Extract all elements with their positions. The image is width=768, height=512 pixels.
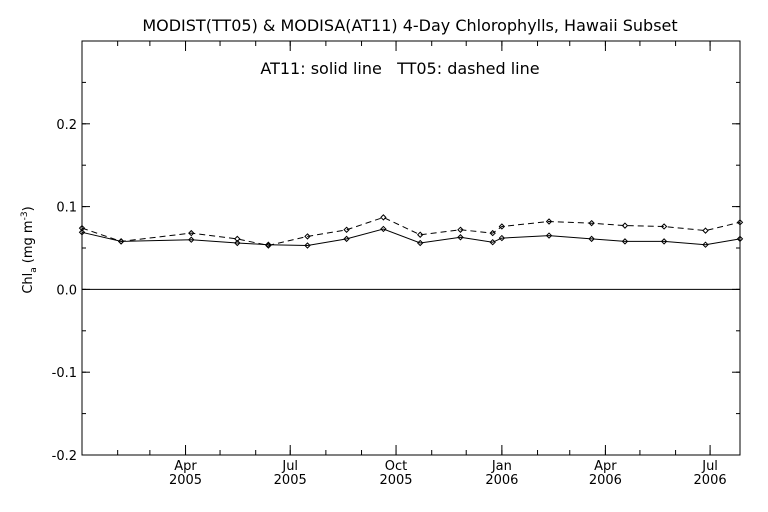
y-tick-label-1: -0.1 bbox=[52, 366, 77, 381]
chart-title: MODIST(TT05) & MODISA(AT11) 4-Day Chloro… bbox=[142, 16, 677, 35]
data-point-dashed-3 bbox=[234, 235, 241, 243]
y-axis-label-main: Chl bbox=[21, 273, 36, 294]
data-point-solid-15 bbox=[660, 238, 668, 245]
y-tick-label-2: 0.0 bbox=[56, 283, 77, 298]
y-axis-label: Chla (mg m-3) bbox=[20, 206, 39, 293]
y-tick-label-0: -0.2 bbox=[52, 449, 77, 464]
data-point-dashed-14 bbox=[621, 222, 629, 229]
x-tick-year-3: 2006 bbox=[485, 473, 518, 488]
y-axis-label-exp: -3 bbox=[20, 211, 30, 220]
data-point-dashed-10 bbox=[489, 229, 496, 237]
chart-annotation: AT11: solid line TT05: dashed line bbox=[260, 59, 539, 78]
data-point-dashed-2 bbox=[188, 229, 195, 237]
x-tick-year-2: 2005 bbox=[379, 473, 412, 488]
y-tick-label-4: 0.2 bbox=[56, 118, 77, 133]
data-point-solid-2 bbox=[188, 236, 195, 243]
data-point-dashed-9 bbox=[457, 226, 464, 233]
data-point-solid-4 bbox=[265, 241, 272, 248]
plot-frame bbox=[81, 40, 741, 456]
data-point-solid-10 bbox=[489, 238, 496, 246]
data-point-solid-16 bbox=[702, 241, 709, 248]
data-point-dashed-15 bbox=[660, 223, 668, 230]
y-axis: -0.2 -0.1 0.0 0.1 0.2 bbox=[52, 40, 740, 464]
x-tick-month-0: Apr bbox=[174, 459, 197, 474]
data-point-solid-5 bbox=[304, 242, 311, 249]
x-tick-month-4: Apr bbox=[594, 459, 617, 474]
data-point-solid-9 bbox=[457, 234, 464, 241]
series-layer bbox=[78, 214, 744, 249]
data-point-dashed-7 bbox=[380, 214, 387, 221]
data-point-solid-11 bbox=[498, 234, 506, 242]
data-point-solid-3 bbox=[234, 239, 241, 247]
data-point-dashed-4 bbox=[265, 242, 272, 249]
data-point-dashed-12 bbox=[545, 218, 553, 225]
y-axis-label-sub: a bbox=[29, 267, 39, 273]
data-point-dashed-8 bbox=[416, 231, 424, 238]
data-point-solid-6 bbox=[343, 235, 350, 243]
data-point-dashed-16 bbox=[702, 227, 709, 234]
data-point-solid-14 bbox=[621, 238, 629, 245]
x-tick-month-3: Jan bbox=[491, 459, 512, 474]
x-tick-year-5: 2006 bbox=[694, 473, 727, 488]
x-tick-month-1: Jul bbox=[281, 459, 298, 474]
data-point-solid-12 bbox=[545, 232, 553, 239]
y-axis-label-unit: (mg m bbox=[21, 220, 36, 263]
data-point-solid-7 bbox=[380, 225, 387, 233]
data-point-dashed-5 bbox=[304, 233, 311, 240]
y-axis-label-close: ) bbox=[21, 206, 36, 211]
series-line-dashed bbox=[81, 216, 741, 247]
series-line-solid bbox=[81, 228, 741, 247]
x-tick-month-5: Jul bbox=[701, 459, 718, 474]
x-tick-year-0: 2005 bbox=[169, 473, 202, 488]
data-point-dashed-11 bbox=[498, 223, 506, 230]
data-point-dashed-1 bbox=[117, 238, 125, 245]
x-tick-year-4: 2006 bbox=[589, 473, 622, 488]
y-tick-label-3: 0.1 bbox=[56, 201, 77, 216]
x-axis: Apr2005Jul2005Oct2005Jan2006Apr2006Jul20… bbox=[81, 41, 727, 488]
data-point-dashed-13 bbox=[588, 219, 595, 227]
data-point-solid-8 bbox=[416, 239, 424, 247]
data-point-solid-13 bbox=[588, 235, 595, 243]
data-point-dashed-6 bbox=[343, 226, 350, 233]
x-tick-month-2: Oct bbox=[385, 459, 407, 474]
x-tick-year-1: 2005 bbox=[274, 473, 307, 488]
